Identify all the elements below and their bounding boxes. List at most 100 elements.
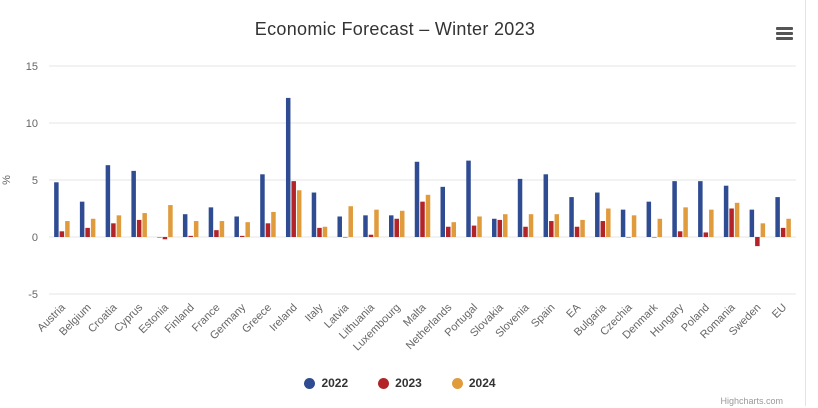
y-tick-label: 15 bbox=[26, 61, 38, 73]
bar-2022-ea bbox=[569, 197, 574, 237]
bars bbox=[54, 97, 791, 247]
chart-title: Economic Forecast – Winter 2023 bbox=[254, 19, 536, 39]
bar-2024-romania bbox=[734, 202, 740, 237]
bar-2023-croatia bbox=[111, 223, 116, 237]
y-tick-label: 0 bbox=[32, 232, 38, 244]
bar-2022-slovenia bbox=[517, 178, 523, 237]
legend-marker-icon bbox=[378, 377, 390, 389]
bar-2022-estonia bbox=[157, 237, 162, 238]
bar-2022-czechia bbox=[620, 209, 626, 237]
bar-2023-portugal bbox=[471, 225, 477, 237]
legend-marker-icon bbox=[451, 377, 463, 389]
bar-2023-spain bbox=[549, 221, 554, 237]
y-axis-label: % bbox=[1, 175, 13, 185]
bar-2024-slovakia bbox=[503, 214, 508, 237]
bar-2024-portugal bbox=[477, 216, 482, 237]
bar-2024-luxembourg bbox=[399, 210, 405, 237]
bar-2022-sweden bbox=[749, 209, 755, 237]
bar-2024-czechia bbox=[631, 215, 637, 237]
bar-2023-netherlands bbox=[446, 226, 451, 237]
bar-2023-greece bbox=[265, 223, 271, 237]
bar-2022-finland bbox=[182, 214, 188, 237]
legend-item-2023[interactable]: 2023 bbox=[378, 376, 422, 390]
x-tick-label: EU bbox=[770, 302, 789, 321]
bar-2023-ireland bbox=[291, 181, 296, 237]
bar-2022-cyprus bbox=[131, 170, 136, 237]
legend: 2022 2023 2024 bbox=[0, 376, 800, 390]
bar-2023-bulgaria bbox=[600, 221, 606, 237]
bar-2022-luxembourg bbox=[388, 215, 394, 237]
bar-2023-austria bbox=[59, 231, 65, 237]
bar-2024-belgium bbox=[90, 218, 96, 237]
bar-2022-eu bbox=[775, 197, 780, 237]
x-tick-label: Finland bbox=[163, 302, 197, 336]
bar-2023-germany bbox=[239, 235, 245, 237]
bar-2023-romania bbox=[729, 208, 734, 237]
bar-2024-germany bbox=[245, 222, 250, 237]
bar-2022-portugal bbox=[466, 160, 471, 237]
bar-2022-slovakia bbox=[492, 218, 497, 237]
bar-2023-sweden bbox=[755, 237, 760, 247]
legend-label: 2023 bbox=[395, 376, 422, 390]
grid-lines bbox=[49, 65, 796, 295]
legend-marker-icon bbox=[304, 377, 316, 389]
bar-2023-lithuania bbox=[368, 234, 374, 237]
hamburger-menu-icon[interactable] bbox=[776, 27, 793, 41]
bar-2022-latvia bbox=[337, 216, 342, 237]
bar-2023-slovakia bbox=[497, 219, 503, 237]
bar-2024-finland bbox=[193, 221, 199, 237]
bar-2024-slovenia bbox=[528, 214, 534, 237]
bar-2022-bulgaria bbox=[595, 192, 600, 237]
legend-item-2024[interactable]: 2024 bbox=[451, 376, 496, 390]
bar-2022-italy bbox=[311, 192, 317, 237]
bar-2023-eu bbox=[780, 227, 786, 237]
bar-2022-greece bbox=[260, 174, 265, 237]
bar-2023-poland bbox=[703, 232, 709, 237]
bar-2024-lithuania bbox=[374, 209, 379, 237]
menu-line bbox=[776, 27, 793, 30]
bar-2022-belgium bbox=[79, 201, 85, 237]
bar-2024-greece bbox=[271, 211, 276, 237]
bar-2024-malta bbox=[425, 194, 431, 237]
bar-2022-denmark bbox=[646, 201, 652, 237]
x-tick-label: EA bbox=[564, 301, 583, 320]
bar-2024-ea bbox=[580, 219, 585, 237]
bar-2024-italy bbox=[322, 226, 328, 237]
x-tick-label: Greece bbox=[240, 302, 274, 336]
legend-label: 2024 bbox=[468, 376, 496, 390]
bar-2022-lithuania bbox=[363, 215, 368, 237]
x-tick-label: Ireland bbox=[268, 302, 300, 334]
legend-label: 2022 bbox=[321, 376, 349, 390]
bar-2022-austria bbox=[54, 182, 59, 237]
bar-2024-poland bbox=[709, 209, 714, 237]
legend-item-2022[interactable]: 2022 bbox=[304, 376, 348, 390]
bar-2023-czechia bbox=[626, 237, 631, 238]
bar-2022-ireland bbox=[285, 97, 291, 237]
bar-2023-cyprus bbox=[136, 219, 142, 237]
bar-2023-hungary bbox=[677, 231, 683, 237]
bar-2024-eu bbox=[786, 218, 791, 237]
bar-2024-bulgaria bbox=[606, 208, 611, 237]
bar-2024-cyprus bbox=[142, 213, 147, 237]
x-tick-label: Spain bbox=[529, 302, 557, 330]
bar-2022-poland bbox=[698, 181, 703, 237]
bar-2023-italy bbox=[317, 227, 322, 237]
bar-2022-hungary bbox=[672, 181, 677, 237]
bar-2023-estonia bbox=[162, 237, 168, 240]
y-axis: -5 0 5 10 15% bbox=[1, 61, 38, 301]
menu-line bbox=[776, 32, 793, 35]
bar-2023-latvia bbox=[342, 237, 348, 238]
bar-2024-austria bbox=[65, 221, 70, 237]
bar-2023-ea bbox=[574, 226, 580, 237]
bar-2023-luxembourg bbox=[394, 218, 399, 237]
bar-2022-netherlands bbox=[440, 186, 446, 237]
bar-2024-hungary bbox=[683, 207, 688, 237]
bar-2023-belgium bbox=[85, 227, 90, 237]
y-tick-label: 10 bbox=[26, 118, 38, 130]
bar-2024-denmark bbox=[657, 218, 663, 237]
bar-2022-croatia bbox=[105, 165, 111, 237]
bar-2023-malta bbox=[420, 201, 425, 237]
bar-2022-france bbox=[208, 207, 214, 237]
credit-link[interactable]: Highcharts.com bbox=[720, 396, 783, 406]
